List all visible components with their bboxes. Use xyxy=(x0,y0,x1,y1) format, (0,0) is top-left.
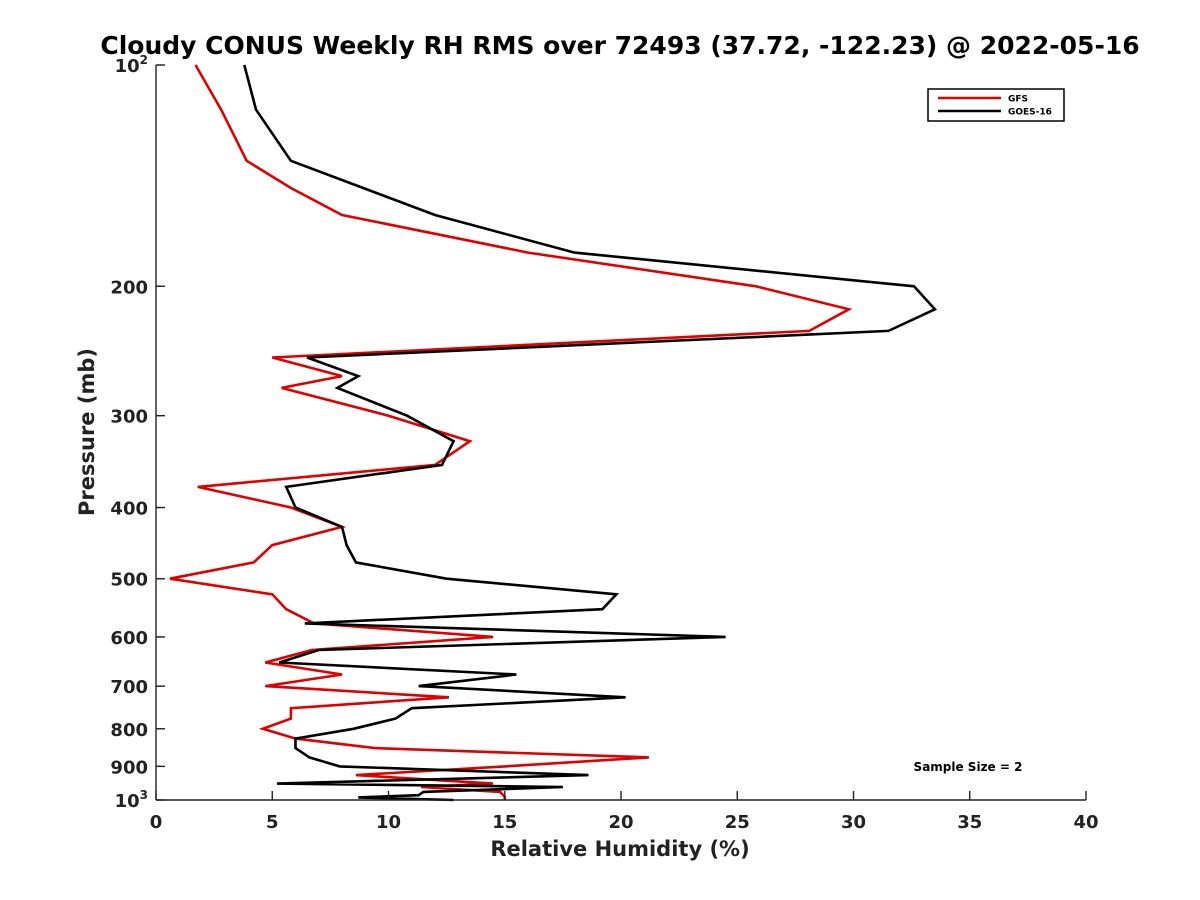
chart-title: Cloudy CONUS Weekly RH RMS over 72493 (3… xyxy=(100,31,1139,60)
x-tick-label: 15 xyxy=(492,812,517,833)
y-tick-label: 400 xyxy=(110,499,148,520)
series-layer xyxy=(169,64,938,802)
legend-label: GOES-16 xyxy=(1008,108,1052,118)
x-tick-label: 5 xyxy=(266,812,279,833)
x-tick-label: 25 xyxy=(725,812,750,833)
sample-size-annotation: Sample Size = 2 xyxy=(914,760,1023,774)
y-tick-label: 300 xyxy=(110,407,148,428)
y-tick-label: 103 xyxy=(115,788,148,812)
x-tick-label: 40 xyxy=(1073,812,1098,833)
series-line-gfs xyxy=(169,64,853,800)
x-tick-label: 35 xyxy=(957,812,982,833)
y-tick-label: 600 xyxy=(110,628,148,649)
x-tick-label: 0 xyxy=(150,812,163,833)
x-tick-label: 10 xyxy=(376,812,401,833)
series-line-goes-16 xyxy=(243,64,938,802)
x-tick-label: 20 xyxy=(608,812,633,833)
y-tick-label: 900 xyxy=(110,757,148,778)
legend: GFS GOES-16 xyxy=(927,88,1065,122)
x-axis-label: Relative Humidity (%) xyxy=(490,837,749,861)
axes: 0 5 10 15 20 25 30 35 40 102 200 300 400 500 600 700 800… xyxy=(110,53,1098,833)
y-tick-label: 700 xyxy=(110,677,148,698)
y-tick-label: 500 xyxy=(110,570,148,591)
y-tick-label: 200 xyxy=(110,277,148,298)
legend-label: GFS xyxy=(1008,95,1028,105)
y-axis-label: Pressure (mb) xyxy=(75,348,99,516)
legend-box xyxy=(927,88,1065,122)
x-tick-label: 30 xyxy=(841,812,866,833)
y-tick-label: 102 xyxy=(115,53,148,77)
y-tick-label: 800 xyxy=(110,720,148,741)
